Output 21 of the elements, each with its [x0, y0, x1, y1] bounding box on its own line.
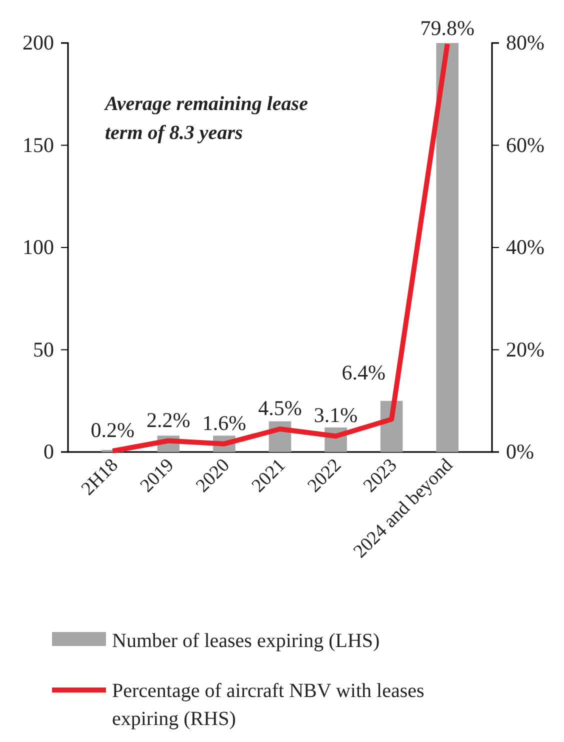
bar — [436, 43, 459, 452]
data-label: 1.6% — [202, 410, 246, 435]
data-label: 2.2% — [146, 408, 190, 432]
annotation: Average remaining lease term of 8.3 years — [103, 93, 308, 144]
data-label: 79.8% — [420, 16, 474, 40]
y-tick-label: 150 — [22, 132, 54, 157]
data-label: 3.1% — [314, 403, 358, 428]
data-label: 6.4% — [342, 360, 386, 384]
y2-tick-label: 80% — [506, 30, 544, 55]
legend-label: Number of leases expiring (LHS) — [112, 630, 380, 652]
legend-label: Percentage of aircraft NBV with leases expiring (RHS) — [112, 680, 424, 730]
y-tick-label: 0 — [44, 440, 54, 464]
data-label: 4.5% — [258, 396, 302, 420]
y2-tick-label: 40% — [506, 235, 544, 260]
y2-tick-label: 60% — [506, 132, 544, 157]
y-tick-label: 50 — [33, 337, 54, 362]
y2-tick-label: 0% — [506, 440, 534, 464]
y-tick-label: 100 — [22, 235, 54, 260]
data-label: 0.2% — [90, 418, 135, 442]
y2-tick-label: 20% — [506, 337, 544, 362]
y-tick-label: 200 — [22, 30, 54, 55]
